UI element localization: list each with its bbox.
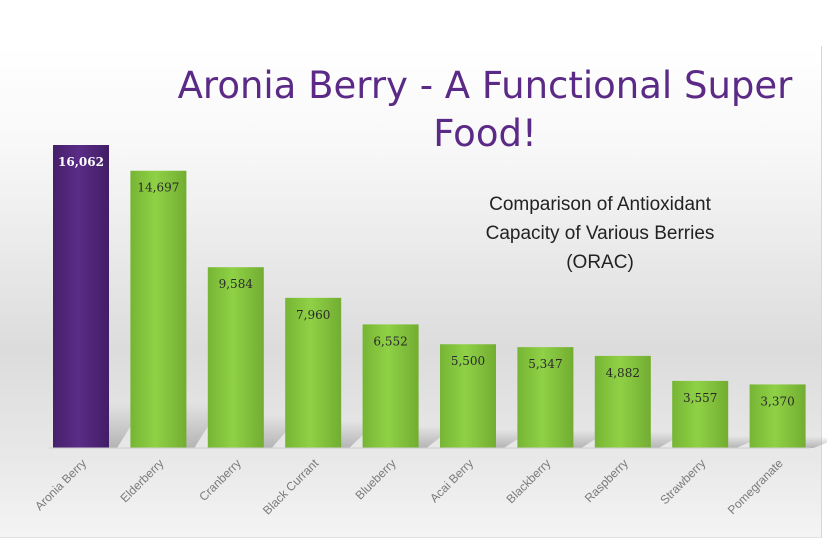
category-label-raspberry: Raspberry	[582, 456, 631, 505]
value-label-strawberry: 3,557	[683, 391, 717, 405]
category-label-blackberry: Blackberry	[504, 456, 554, 506]
value-label-pomegranate: 3,370	[760, 394, 794, 408]
bar-black-currant	[285, 297, 342, 448]
bar-pomegranate	[749, 384, 806, 448]
category-labels-group: Aronia Berry Elderberry Cranberry Black Cur…	[32, 456, 786, 518]
category-label-blueberry: Blueberry	[353, 456, 399, 502]
bar-blueberry	[362, 324, 419, 448]
chart-subtitle: Comparison of Antioxidant Capacity of Va…	[485, 194, 715, 273]
chart-title: Aronia Berry - A Functional Super Food!	[177, 64, 793, 155]
value-label-blackberry: 5,347	[528, 357, 562, 371]
value-label-cranberry: 9,584	[219, 277, 254, 291]
category-label-acai-berry: Acai Berry	[427, 456, 476, 505]
bar-aronia-berry	[53, 145, 109, 448]
bars-group	[49, 145, 810, 449]
bar-blackberry	[517, 347, 574, 448]
bar-cranberry	[207, 267, 264, 448]
category-label-pomegranate: Pomegranate	[725, 456, 786, 517]
category-label-cranberry: Cranberry	[196, 456, 244, 504]
value-labels-group: 16,062 14,697 9,584 7,960 6,552 5,500 5,347 4,8…	[58, 155, 795, 408]
bar-elderberry	[130, 170, 187, 448]
category-label-strawberry: Strawberry	[657, 456, 708, 507]
value-label-blueberry: 6,552	[373, 334, 407, 348]
value-label-aronia-berry: 16,062	[58, 155, 104, 169]
value-label-elderberry: 14,697	[137, 181, 179, 195]
bar-raspberry	[594, 355, 651, 448]
category-label-aronia-berry: Aronia Berry	[32, 456, 89, 513]
value-label-raspberry: 4,882	[606, 366, 640, 380]
category-label-black-currant: Black Currant	[260, 456, 322, 518]
value-label-acai-berry: 5,500	[451, 354, 485, 368]
bar-acai-berry	[440, 344, 496, 448]
category-label-elderberry: Elderberry	[117, 456, 166, 505]
value-label-black-currant: 7,960	[296, 308, 330, 322]
bar-strawberry	[672, 380, 729, 448]
